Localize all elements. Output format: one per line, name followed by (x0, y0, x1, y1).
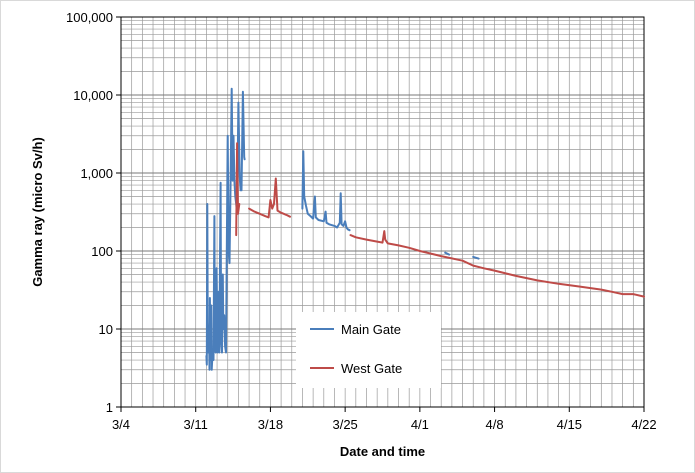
y-tick-label: 10 (99, 322, 113, 337)
x-tick-label: 4/15 (557, 417, 582, 432)
y-tick-label: 1 (106, 400, 113, 415)
x-tick-label: 3/11 (184, 417, 208, 432)
y-tick-label: 1,000 (80, 166, 113, 181)
x-tick-labels: 3/4 3/11 3/18 3/25 4/1 4/8 4/15 4/22 (112, 407, 657, 432)
series-line (301, 150, 351, 232)
x-tick-label: 4/22 (631, 417, 656, 432)
plot-area (120, 16, 645, 408)
y-tick-label: 100,000 (66, 10, 113, 25)
legend-label: West Gate (341, 361, 402, 376)
series-lines (205, 87, 645, 371)
x-tick-label: 3/18 (258, 417, 283, 432)
series-line (235, 142, 241, 237)
legend: Main Gate West Gate (296, 312, 441, 388)
x-axis-title: Date and time (340, 444, 425, 459)
grid-lines (121, 17, 644, 407)
series-line (472, 255, 480, 260)
x-tick-label: 3/25 (332, 417, 357, 432)
series-line (248, 177, 291, 219)
x-tick-label: 3/4 (112, 417, 130, 432)
y-tick-label: 100 (91, 244, 113, 259)
legend-label: Main Gate (341, 322, 401, 337)
y-axis-title: Gamma ray (micro Sv/h) (30, 137, 45, 287)
series-line (349, 230, 645, 298)
y-tick-label: 10,000 (73, 88, 113, 103)
y-tick-labels: 1 10 100 1,000 10,000 100,000 (66, 10, 121, 415)
legend-box (296, 312, 441, 388)
x-tick-label: 4/8 (486, 417, 504, 432)
x-tick-label: 4/1 (411, 417, 429, 432)
series-line (444, 251, 451, 256)
